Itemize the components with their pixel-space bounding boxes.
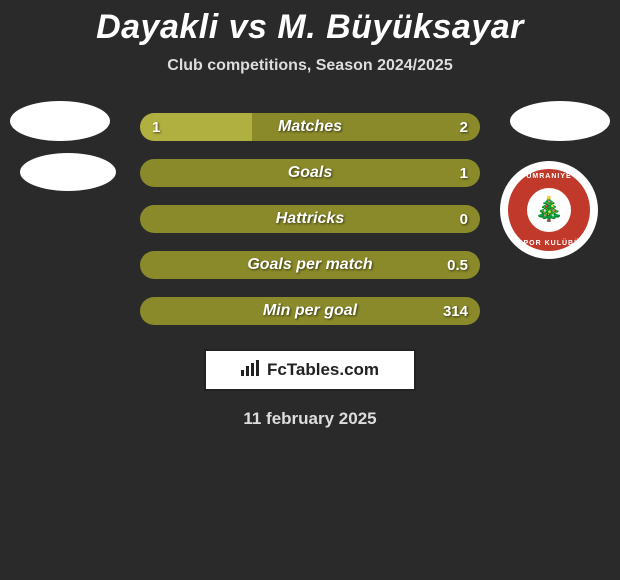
left-club-badge-2	[20, 153, 120, 253]
club-arc-bottom: SPOR KULÜBÜ	[518, 240, 580, 247]
stat-bar: Goals1	[140, 159, 480, 187]
stat-label: Min per goal	[140, 297, 480, 325]
stat-bar: Min per goal314	[140, 297, 480, 325]
stat-bar: Hattricks0	[140, 205, 480, 233]
stat-label: Goals per match	[140, 251, 480, 279]
stat-bars: 1Matches2Goals1Hattricks0Goals per match…	[140, 113, 480, 325]
stat-bar: 1Matches2	[140, 113, 480, 141]
club-crest-inner: UMRANIYE 🎄 SPOR KULÜBÜ	[508, 169, 590, 251]
page-title: Dayakli vs M. Büyüksayar	[0, 8, 620, 47]
brand-text: FcTables.com	[267, 360, 379, 380]
tree-icon: 🎄	[534, 198, 564, 222]
date-text: 11 february 2025	[0, 409, 620, 429]
right-club-badge-2: UMRANIYE 🎄 SPOR KULÜBÜ	[500, 161, 600, 261]
brand-box[interactable]: FcTables.com	[204, 349, 416, 391]
stat-label: Matches	[140, 113, 480, 141]
club-crest-icon: UMRANIYE 🎄 SPOR KULÜBÜ	[500, 161, 598, 259]
stat-value-right: 0.5	[447, 251, 468, 279]
stat-label: Goals	[140, 159, 480, 187]
stats-area: UMRANIYE 🎄 SPOR KULÜBÜ 1Matches2Goals1Ha…	[0, 113, 620, 325]
stat-value-right: 2	[460, 113, 468, 141]
stat-value-right: 0	[460, 205, 468, 233]
ellipse-icon	[20, 153, 116, 191]
stat-value-right: 314	[443, 297, 468, 325]
club-arc-top: UMRANIYE	[526, 173, 571, 180]
bar-chart-icon	[241, 360, 261, 381]
stat-bar: Goals per match0.5	[140, 251, 480, 279]
root: Dayakli vs M. Büyüksayar Club competitio…	[0, 0, 620, 429]
stat-value-right: 1	[460, 159, 468, 187]
ellipse-icon	[10, 101, 110, 141]
stat-label: Hattricks	[140, 205, 480, 233]
ellipse-icon	[510, 101, 610, 141]
club-crest-center: 🎄	[527, 188, 571, 232]
page-subtitle: Club competitions, Season 2024/2025	[0, 57, 620, 75]
